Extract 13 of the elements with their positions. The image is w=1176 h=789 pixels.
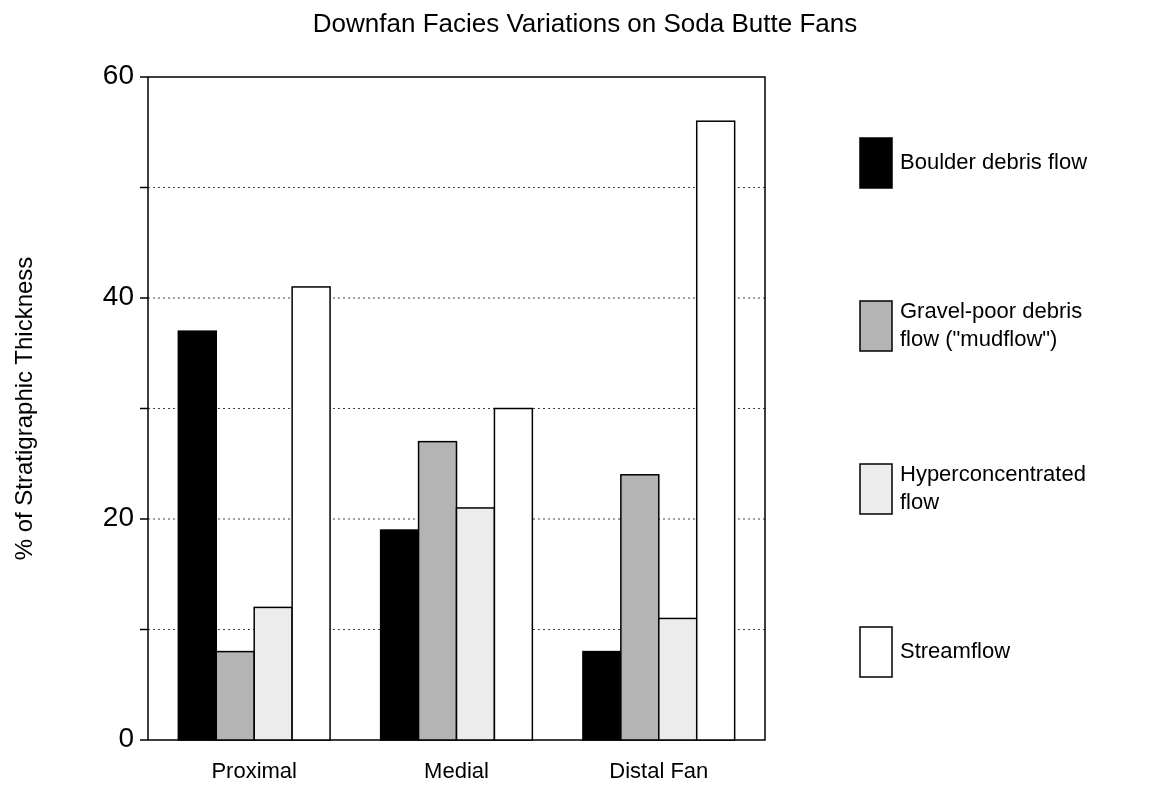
x-tick-label: Medial	[424, 758, 489, 783]
legend-label: Gravel-poor debris flow ("mudflow")	[900, 297, 1083, 351]
y-tick-label: 40	[102, 280, 134, 312]
legend-label: Streamflow	[900, 637, 1011, 663]
x-tick-label: Proximal	[211, 758, 297, 783]
y-tick-label: 60	[102, 59, 134, 91]
chart-title: Downfan Facies Variations on Soda Butte Fans	[312, 8, 858, 38]
legend-label: Hyperconcentrated flow	[900, 460, 1086, 514]
y-tick-label: 0	[118, 722, 134, 754]
y-tick-label: 20	[102, 501, 134, 533]
y-axis-title: % of Stratigraphic Thickness	[10, 256, 37, 561]
legend-label: Boulder debris flow	[900, 148, 1088, 174]
x-tick-label: Distal Fan	[609, 758, 709, 783]
